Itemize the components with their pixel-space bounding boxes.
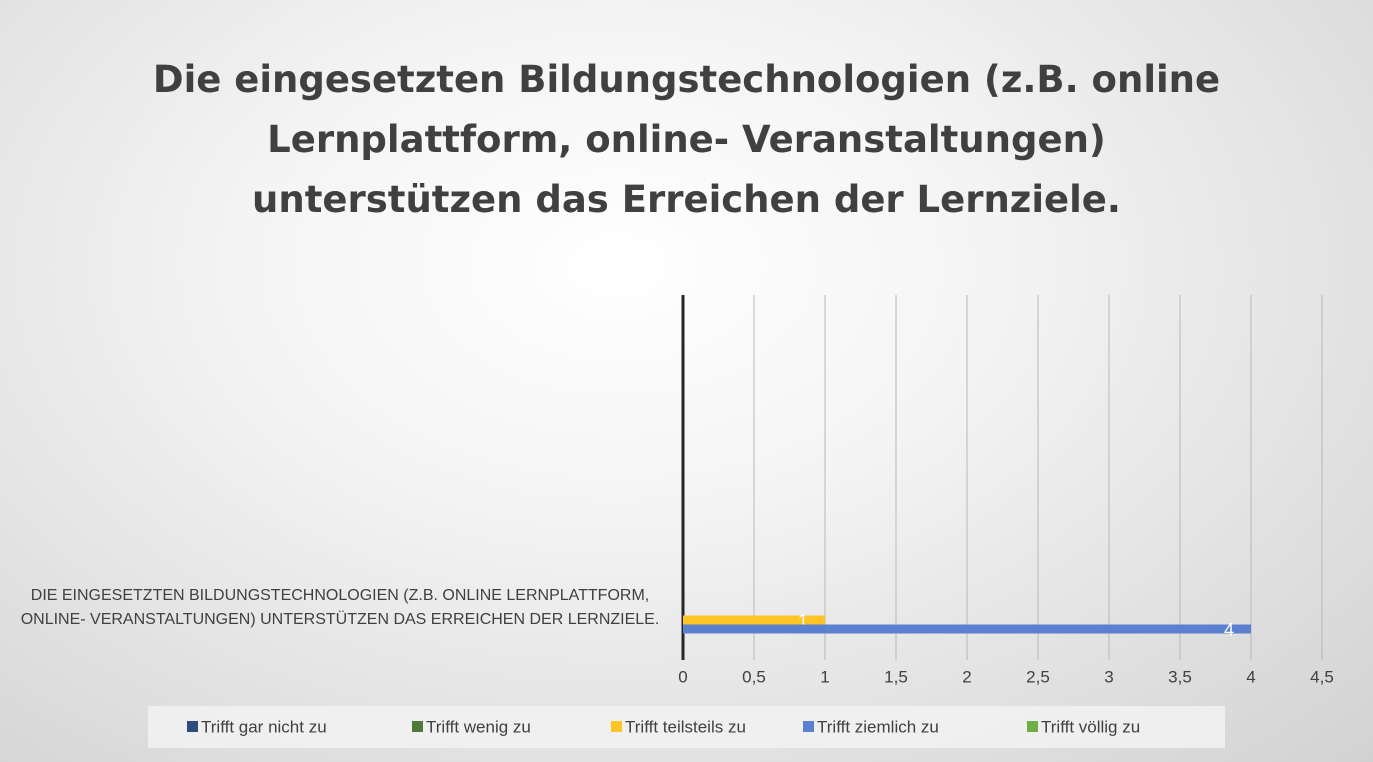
x-tick-label: 0 [678, 667, 687, 686]
x-tick-label: 1 [820, 667, 829, 686]
x-tick-label: 2,5 [1026, 667, 1050, 686]
legend-label: Trifft teilsteils zu [625, 717, 746, 736]
x-tick-label: 3 [1104, 667, 1113, 686]
legend-label: Trifft völlig zu [1041, 717, 1140, 736]
data-label: 1 [798, 611, 808, 631]
data-label: 4 [1224, 620, 1234, 640]
x-tick-label: 1,5 [884, 667, 908, 686]
x-tick-label: 4 [1246, 667, 1255, 686]
legend-box [148, 706, 1225, 748]
legend-swatch [187, 721, 198, 732]
x-tick-label: 4,5 [1310, 667, 1334, 686]
bar [683, 624, 1251, 634]
category-label: DIE EINGESETZTEN BILDUNGSTECHNOLOGIEN (Z… [20, 587, 660, 628]
legend-label: Trifft gar nicht zu [201, 717, 327, 736]
legend-swatch [611, 721, 622, 732]
legend-swatch [1027, 721, 1038, 732]
legend-swatch [803, 721, 814, 732]
legend-label: Trifft ziemlich zu [817, 717, 939, 736]
chart-title: Die eingesetzten Bildungstechnologien (z… [152, 58, 1221, 221]
legend-label: Trifft wenig zu [426, 717, 531, 736]
x-tick-label: 0,5 [742, 667, 766, 686]
x-tick-label: 2 [962, 667, 971, 686]
x-tick-label: 3,5 [1168, 667, 1192, 686]
bar [683, 615, 825, 625]
legend-swatch [412, 721, 423, 732]
